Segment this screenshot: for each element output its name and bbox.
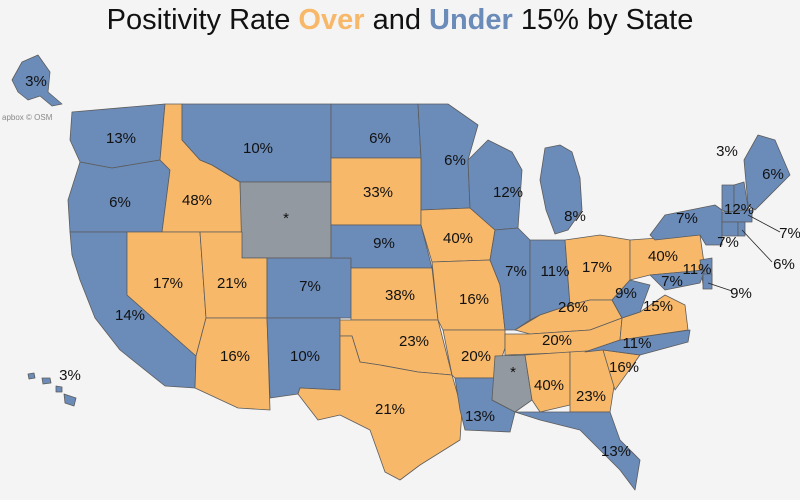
state-label-ga: 23% <box>576 388 606 405</box>
state-label-wa: 13% <box>106 130 136 147</box>
state-label-wv: 9% <box>615 285 637 302</box>
state-label-mi: 8% <box>564 208 586 225</box>
state-shape-fl[interactable] <box>514 411 641 491</box>
state-label-ky: 26% <box>558 299 588 316</box>
state-label-mt: 10% <box>243 140 273 157</box>
state-label-nh: 12% <box>724 201 754 218</box>
state-label-fl: 13% <box>601 443 631 460</box>
state-label-hi: 3% <box>59 367 81 384</box>
state-label-ct: 7% <box>717 234 739 251</box>
state-label-nv: 17% <box>153 275 183 292</box>
state-label-nc: 11% <box>623 335 652 352</box>
state-shape-ak[interactable] <box>11 54 63 107</box>
state-label-wy: * <box>283 210 289 227</box>
state-label-ny: 7% <box>676 210 698 227</box>
state-label-ri: 6% <box>773 256 795 273</box>
state-label-la: 13% <box>465 408 495 425</box>
state-shapes <box>11 54 791 491</box>
state-label-al: 40% <box>534 377 564 394</box>
state-label-ia: 40% <box>443 230 473 247</box>
state-label-nm: 10% <box>290 348 320 365</box>
state-label-il: 7% <box>505 263 527 280</box>
leader-line-ri <box>741 229 773 263</box>
state-label-pa: 40% <box>648 248 678 265</box>
state-label-ks: 38% <box>385 287 415 304</box>
state-label-in: 11% <box>541 263 570 280</box>
state-label-tn: 20% <box>542 332 572 349</box>
state-shape-ri[interactable] <box>737 221 746 237</box>
state-label-ma: 7% <box>779 225 800 242</box>
state-labels: 3% 3% 13% 6% 14% 48% 17% 10% * 21% 16% 7% 10% 6% 33% 9%… <box>25 73 800 460</box>
state-shape-md[interactable] <box>649 269 706 291</box>
state-label-id: 48% <box>182 192 212 209</box>
state-label-mn: 6% <box>444 152 466 169</box>
leader-line-ma <box>747 214 781 233</box>
state-label-wi: 12% <box>493 184 523 201</box>
state-label-sd: 33% <box>363 184 393 201</box>
state-shape-wv[interactable] <box>611 279 651 319</box>
state-label-ak: 3% <box>25 73 47 90</box>
state-shape-me[interactable] <box>743 134 791 211</box>
state-shape-mi[interactable] <box>539 144 583 235</box>
state-label-ca: 14% <box>115 307 145 324</box>
label-leader-lines <box>707 214 781 292</box>
state-label-ne: 9% <box>373 235 395 252</box>
state-label-ok: 23% <box>399 333 429 350</box>
state-shape-hi[interactable] <box>27 372 77 407</box>
map-credit: apbox © OSM <box>2 113 53 122</box>
state-label-va: 15% <box>643 298 673 315</box>
state-label-or: 6% <box>109 194 131 211</box>
state-label-ar: 20% <box>461 348 491 365</box>
title-middle: and <box>364 4 430 36</box>
title-suffix: 15% by State <box>512 4 694 36</box>
state-shape-wi[interactable] <box>467 139 523 231</box>
state-label-az: 16% <box>220 348 250 365</box>
state-shape-ma[interactable] <box>721 209 753 223</box>
state-label-mo: 16% <box>459 291 489 308</box>
state-label-md: 7% <box>661 273 683 290</box>
leader-line-de <box>707 282 733 292</box>
state-label-vt: 3% <box>716 143 738 160</box>
state-label-oh: 17% <box>582 259 612 276</box>
state-label-tx: 21% <box>375 401 405 418</box>
state-label-co: 7% <box>299 278 321 295</box>
title-over-word: Over <box>298 4 365 36</box>
state-shape-al[interactable] <box>524 351 571 413</box>
state-shape-tx[interactable] <box>297 335 463 481</box>
state-label-nd: 6% <box>369 130 391 147</box>
state-label-ms: * <box>510 364 516 381</box>
map-title: Positivity Rate Over and Under 15% by St… <box>0 4 800 37</box>
title-under-word: Under <box>429 4 513 36</box>
title-prefix: Positivity Rate <box>106 4 299 36</box>
state-shape-ms[interactable] <box>491 354 533 413</box>
state-label-sc: 16% <box>609 359 639 376</box>
state-label-ut: 21% <box>217 275 247 292</box>
state-label-me: 6% <box>762 166 784 183</box>
state-label-de: 9% <box>730 285 752 302</box>
state-shape-de[interactable] <box>702 273 713 290</box>
state-label-nj: 11% <box>683 261 712 278</box>
